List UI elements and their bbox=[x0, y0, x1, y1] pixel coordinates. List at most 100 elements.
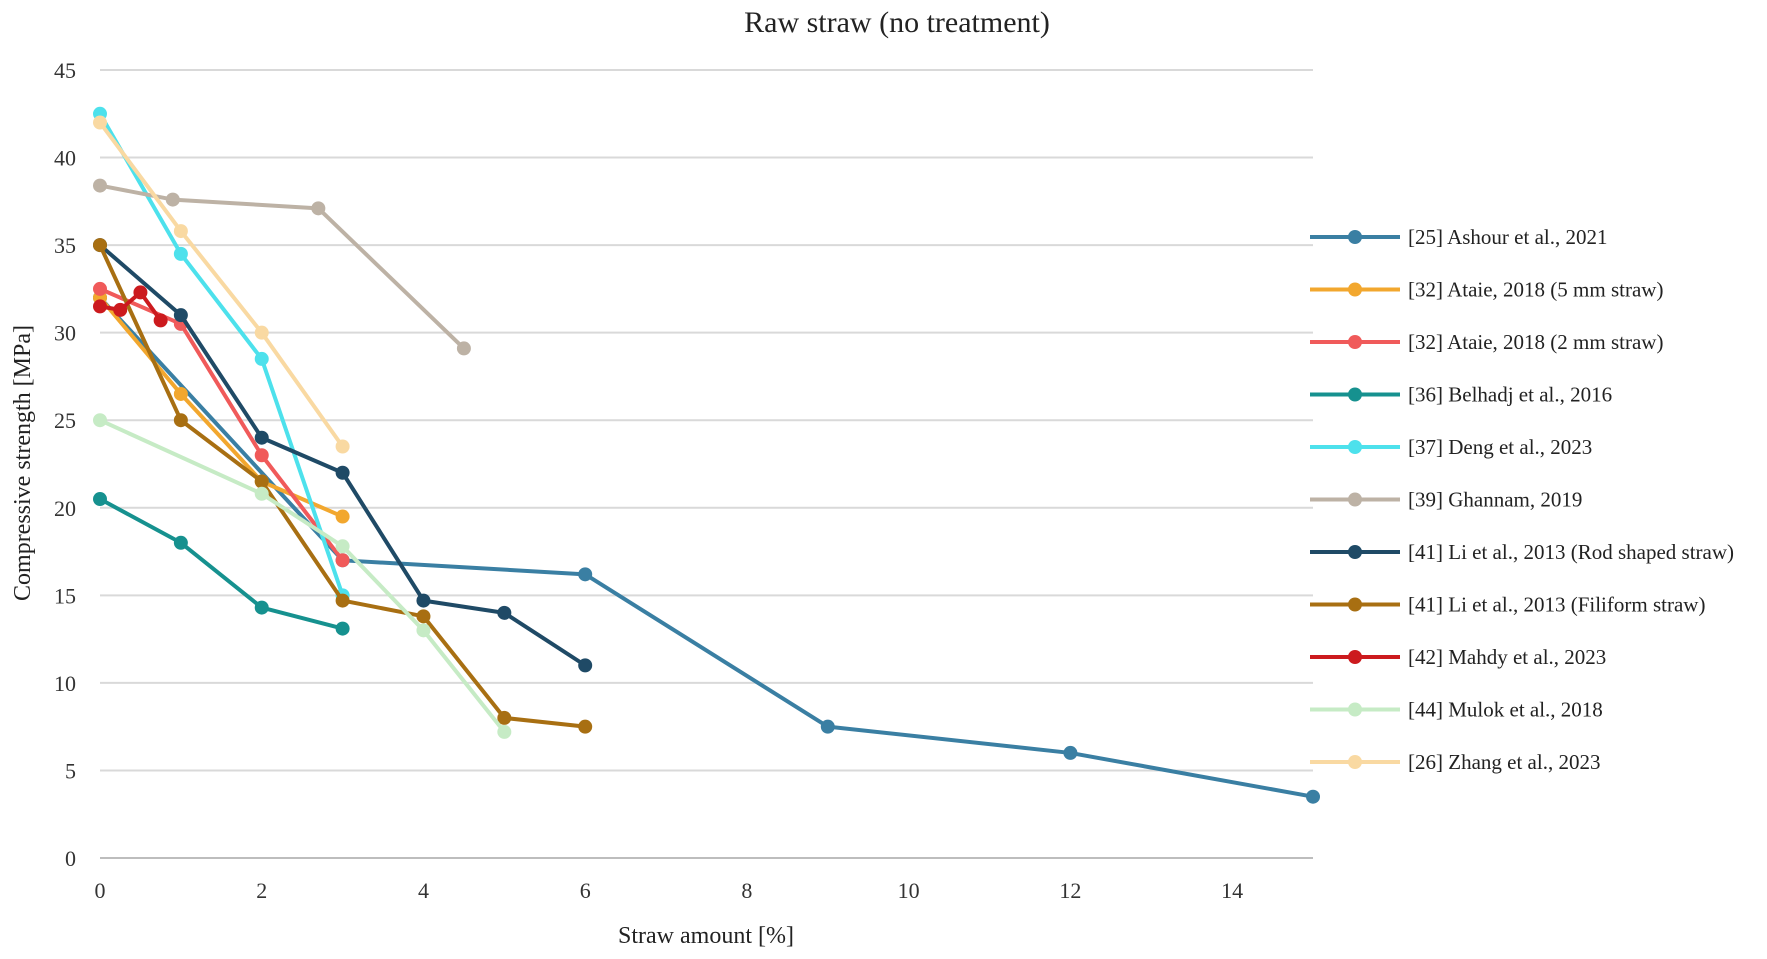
data-point bbox=[173, 246, 188, 261]
data-point bbox=[165, 192, 180, 207]
y-tick-label: 0 bbox=[65, 846, 76, 871]
series-3 bbox=[93, 492, 350, 636]
y-tick-label: 25 bbox=[54, 408, 76, 433]
legend-swatch-marker bbox=[1348, 440, 1362, 454]
data-point bbox=[93, 413, 107, 428]
legend-label: [41] Li et al., 2013 (Filiform straw) bbox=[1408, 593, 1705, 617]
data-point bbox=[133, 285, 148, 300]
series-line bbox=[98, 497, 345, 631]
series-6 bbox=[93, 238, 593, 673]
series-2 bbox=[93, 281, 350, 568]
series-line bbox=[98, 418, 507, 734]
data-point bbox=[173, 386, 188, 401]
legend-label: [39] Ghannam, 2019 bbox=[1408, 488, 1582, 512]
legend-item: [39] Ghannam, 2019 bbox=[1310, 488, 1582, 512]
legend-item: [25] Ashour et al., 2021 bbox=[1310, 225, 1607, 249]
series-line bbox=[98, 243, 588, 729]
data-point bbox=[416, 609, 431, 624]
data-point bbox=[93, 238, 107, 253]
y-tick-label: 15 bbox=[54, 583, 76, 608]
data-point bbox=[93, 299, 107, 314]
legend-label: [42] Mahdy et al., 2023 bbox=[1408, 645, 1606, 669]
legend-swatch-marker bbox=[1348, 335, 1362, 349]
data-point bbox=[113, 302, 128, 317]
data-point bbox=[335, 539, 350, 554]
data-point bbox=[578, 658, 593, 673]
series-line bbox=[98, 290, 163, 323]
legend-swatch-marker bbox=[1348, 282, 1362, 297]
y-axis-title: Compressive strength [MPa] bbox=[10, 325, 36, 601]
series-5 bbox=[93, 178, 471, 356]
data-point bbox=[335, 465, 350, 480]
legend-label: [25] Ashour et al., 2021 bbox=[1408, 225, 1607, 249]
legend-swatch-marker bbox=[1348, 650, 1362, 664]
y-tick-label: 20 bbox=[54, 496, 76, 521]
data-point bbox=[93, 178, 107, 193]
data-point bbox=[497, 605, 512, 620]
legend-swatch-marker bbox=[1348, 387, 1362, 402]
y-tick-label: 30 bbox=[54, 321, 76, 346]
series-9 bbox=[93, 413, 512, 739]
data-point bbox=[254, 600, 269, 615]
data-point bbox=[153, 313, 168, 328]
legend-item: [44] Mulok et al., 2018 bbox=[1310, 698, 1603, 722]
y-tick-label: 10 bbox=[54, 671, 76, 696]
series-8 bbox=[93, 285, 168, 328]
x-tick-label: 6 bbox=[580, 878, 591, 903]
data-point bbox=[93, 281, 107, 296]
legend-label: [32] Ataie, 2018 (2 mm straw) bbox=[1408, 330, 1663, 354]
data-point bbox=[578, 719, 593, 734]
data-point bbox=[456, 341, 471, 356]
legend-label: [41] Li et al., 2013 (Rod shaped straw) bbox=[1408, 540, 1734, 564]
legend-item: [37] Deng et al., 2023 bbox=[1310, 435, 1592, 459]
legend: [25] Ashour et al., 2021 [32] Ataie, 2018… bbox=[1310, 225, 1734, 774]
data-point bbox=[173, 535, 188, 550]
series-0 bbox=[93, 290, 1320, 804]
legend-item: [26] Zhang et al., 2023 bbox=[1310, 750, 1600, 774]
data-point bbox=[335, 509, 350, 524]
series-line bbox=[98, 120, 345, 449]
legend-swatch-marker bbox=[1348, 545, 1362, 559]
series-line bbox=[98, 183, 466, 351]
x-axis-title: Straw amount [%] bbox=[618, 923, 794, 949]
data-point bbox=[820, 719, 835, 734]
data-point bbox=[497, 724, 512, 739]
legend-label: [32] Ataie, 2018 (5 mm straw) bbox=[1408, 278, 1663, 302]
data-point bbox=[173, 224, 188, 239]
data-point bbox=[93, 492, 107, 507]
data-point bbox=[416, 593, 431, 608]
x-tick-label: 12 bbox=[1059, 878, 1081, 903]
legend-label: [36] Belhadj et al., 2016 bbox=[1408, 383, 1612, 407]
data-point bbox=[335, 593, 350, 608]
series-line bbox=[98, 111, 345, 598]
data-point bbox=[254, 430, 269, 445]
legend-item: [32] Ataie, 2018 (5 mm straw) bbox=[1310, 278, 1663, 302]
gridlines bbox=[100, 69, 1313, 859]
data-point bbox=[254, 325, 269, 340]
data-point bbox=[173, 308, 188, 323]
data-point bbox=[173, 413, 188, 428]
legend-swatch-marker bbox=[1348, 492, 1362, 507]
data-point bbox=[1306, 789, 1320, 804]
data-point bbox=[254, 448, 269, 463]
legend-swatch-marker bbox=[1348, 597, 1362, 612]
data-point bbox=[335, 439, 350, 454]
data-point bbox=[254, 474, 269, 489]
legend-label: [26] Zhang et al., 2023 bbox=[1408, 750, 1600, 774]
data-point bbox=[254, 351, 269, 366]
legend-label: [44] Mulok et al., 2018 bbox=[1408, 698, 1603, 722]
y-tick-label: 45 bbox=[54, 58, 76, 83]
x-tick-label: 0 bbox=[95, 878, 106, 903]
y-axis-ticks: 0 5 10 15 20 25 30 35 40 45 bbox=[54, 58, 76, 871]
data-point bbox=[335, 553, 350, 568]
legend-label: [37] Deng et al., 2023 bbox=[1408, 435, 1592, 459]
series-line bbox=[98, 295, 345, 519]
x-tick-label: 8 bbox=[741, 878, 752, 903]
data-point bbox=[93, 115, 107, 130]
x-tick-label: 2 bbox=[256, 878, 267, 903]
series-line bbox=[98, 295, 1315, 799]
series-1 bbox=[93, 290, 350, 524]
y-tick-label: 5 bbox=[65, 758, 76, 783]
x-tick-label: 4 bbox=[418, 878, 429, 903]
